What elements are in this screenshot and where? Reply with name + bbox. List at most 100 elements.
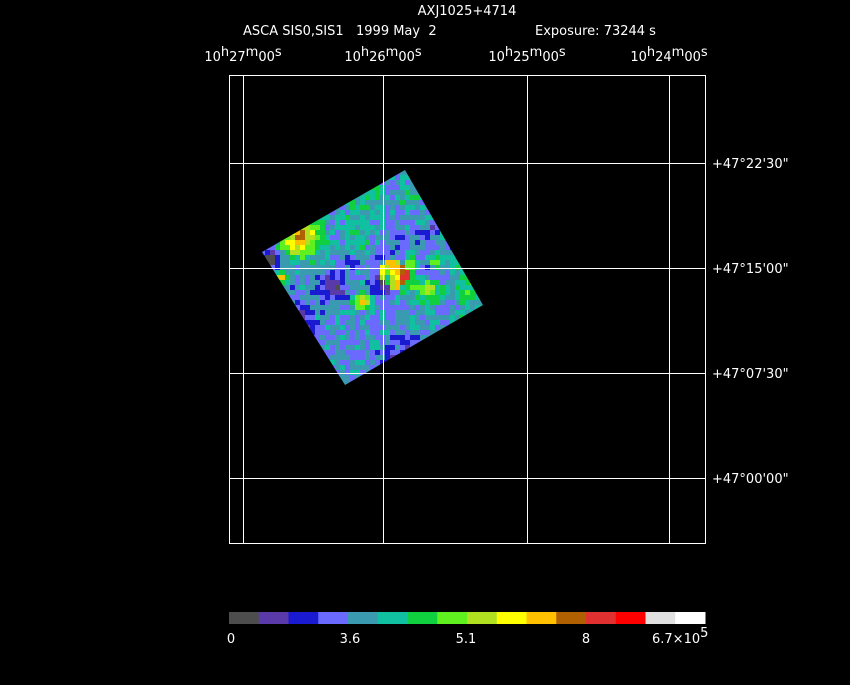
pixel [365, 215, 370, 220]
pixel [445, 245, 450, 250]
pixel [370, 295, 375, 300]
pixel [300, 260, 305, 265]
pixel [420, 210, 425, 215]
pixel [435, 310, 440, 315]
pixel [395, 200, 400, 205]
pixel [465, 290, 470, 295]
pixel [475, 305, 480, 310]
pixel [435, 305, 440, 310]
pixel [455, 285, 460, 290]
pixel [475, 300, 480, 305]
pixel [365, 210, 370, 215]
pixel [355, 200, 360, 205]
pixel [350, 300, 355, 305]
pixel [405, 325, 410, 330]
pixel [360, 250, 365, 255]
pixel [305, 320, 310, 325]
pixel [365, 255, 370, 260]
pixel [390, 275, 395, 280]
pixel [360, 350, 365, 355]
pixel [395, 305, 400, 310]
pixel [400, 215, 405, 220]
pixel [380, 330, 385, 335]
pixel [360, 215, 365, 220]
pixel [355, 245, 360, 250]
pixel [335, 235, 340, 240]
pixel [310, 270, 315, 275]
dec-label: +47°22'30" [712, 157, 789, 172]
pixel [275, 270, 280, 275]
pixel [390, 255, 395, 260]
pixel [295, 250, 300, 255]
pixel [320, 340, 325, 345]
pixel [450, 285, 455, 290]
pixel [390, 175, 395, 180]
pixel [385, 195, 390, 200]
pixel [415, 235, 420, 240]
pixel [370, 355, 375, 360]
pixel [440, 320, 445, 325]
pixel [390, 300, 395, 305]
pixel [415, 230, 420, 235]
pixel [315, 295, 320, 300]
pixel [385, 220, 390, 225]
pixel [390, 195, 395, 200]
pixel [320, 315, 325, 320]
pixel [460, 280, 465, 285]
pixel [380, 315, 385, 320]
pixel [280, 270, 285, 275]
pixel [425, 250, 430, 255]
colorbar-segment [675, 612, 706, 624]
pixel [395, 240, 400, 245]
pixel [410, 280, 415, 285]
pixel [395, 195, 400, 200]
pixel [390, 305, 395, 310]
pixel [360, 220, 365, 225]
pixel [295, 305, 300, 310]
pixel [320, 270, 325, 275]
pixel [275, 245, 280, 250]
pixel [360, 325, 365, 330]
pixel [325, 285, 330, 290]
pixel [415, 200, 420, 205]
pixel [405, 180, 410, 185]
pixel [400, 225, 405, 230]
pixel [465, 310, 470, 315]
pixel [340, 320, 345, 325]
pixel [430, 265, 435, 270]
pixel [405, 250, 410, 255]
pixel [395, 315, 400, 320]
pixel [405, 330, 410, 335]
pixel [470, 305, 475, 310]
pixel [440, 240, 445, 245]
pixel [340, 275, 345, 280]
pixel [340, 265, 345, 270]
pixel [330, 260, 335, 265]
pixel [325, 315, 330, 320]
pixel [295, 280, 300, 285]
pixel [445, 320, 450, 325]
pixel [385, 260, 390, 265]
pixel [460, 290, 465, 295]
pixel [360, 195, 365, 200]
colorbar-segment [467, 612, 498, 624]
pixel [320, 335, 325, 340]
pixel [340, 310, 345, 315]
pixel [360, 340, 365, 345]
pixel [305, 230, 310, 235]
colorbar-segment [288, 612, 319, 624]
pixel [325, 290, 330, 295]
pixel [470, 295, 475, 300]
pixel [285, 245, 290, 250]
pixel [355, 305, 360, 310]
pixel [335, 215, 340, 220]
pixel [470, 285, 475, 290]
pixel [350, 215, 355, 220]
pixel [380, 350, 385, 355]
pixel [390, 250, 395, 255]
pixel [395, 280, 400, 285]
pixel [345, 260, 350, 265]
pixel [325, 305, 330, 310]
dec-label: +47°15'00" [712, 262, 789, 277]
pixel [400, 340, 405, 345]
